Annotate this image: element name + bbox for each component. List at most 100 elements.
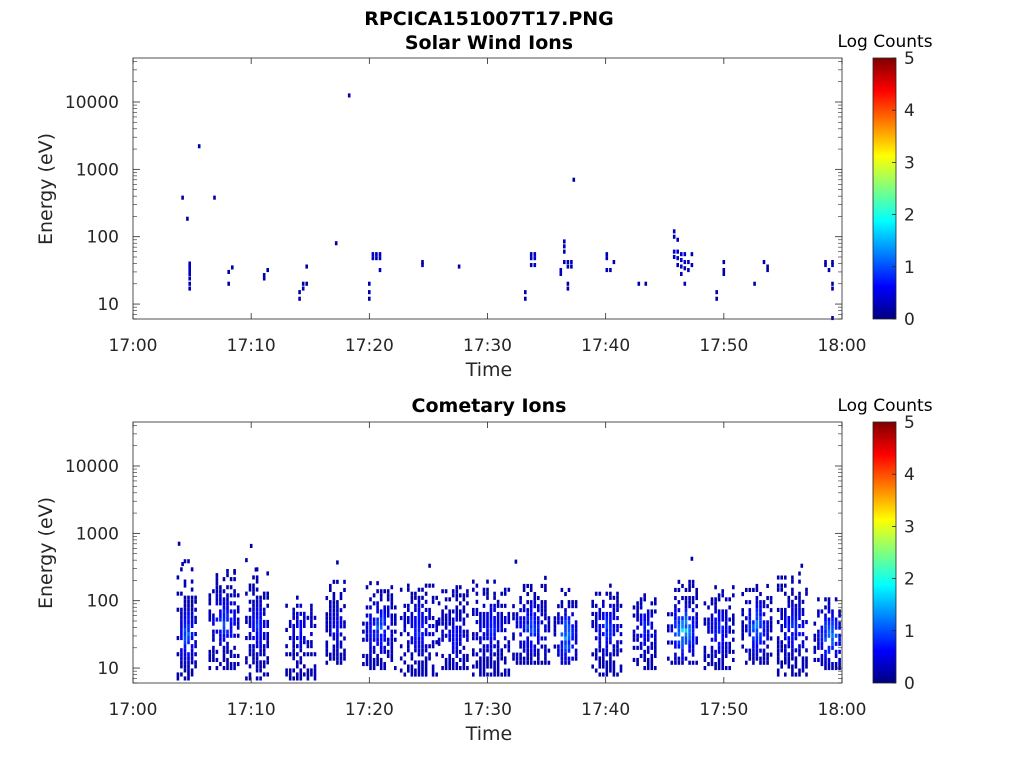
heatmap-cell [325,628,329,633]
heatmap-cell [540,660,544,665]
heatmap-cell [721,637,724,642]
heatmap-cell [827,625,831,630]
heatmap-cell [252,591,255,596]
heatmap-cell [194,632,197,637]
heatmap-cell [717,649,721,654]
heatmap-cell [194,607,197,612]
heatmap-cell [187,595,190,600]
heatmap-cell [245,558,248,563]
heatmap-cell [680,258,683,263]
heatmap-cell [259,660,262,665]
heatmap-cell [602,660,605,665]
heatmap-cell [827,601,831,606]
heatmap-cell [332,624,336,629]
heatmap-cell [336,656,339,661]
heatmap-cell [654,609,657,614]
heatmap-cell [336,608,339,613]
heatmap-cell [695,660,698,665]
heatmap-cell [560,652,564,657]
heatmap-cell [691,644,695,649]
heatmap-cell [636,601,639,606]
heatmap-cell [448,617,451,622]
heatmap-cell [759,632,762,637]
heatmap-cell [296,636,299,641]
heatmap-cell [717,645,721,650]
heatmap-cell [444,662,448,667]
heatmap-cell [728,629,731,634]
heatmap-cell [441,613,444,618]
heatmap-cell [180,623,183,628]
heatmap-cell [612,652,616,657]
heatmap-cell [605,668,609,673]
heatmap-cell [336,640,339,645]
colorbar-tick-label: 1 [904,258,915,278]
heatmap-cell [208,593,212,598]
heatmap-cell [479,611,482,616]
heatmap-cell [493,591,496,596]
heatmap-cell [605,268,609,273]
heatmap-cell [824,597,827,602]
heatmap-cell [226,609,229,614]
heatmap-cell [591,664,594,669]
heatmap-cell [472,664,475,669]
heatmap-cell [544,583,547,588]
heatmap-cell [403,652,407,657]
heatmap-cell [462,593,466,598]
heatmap-cell [667,656,670,661]
heatmap-cell [252,599,255,604]
heatmap-cell [410,599,414,604]
heatmap-cell [791,672,794,677]
heatmap-cell [794,660,798,665]
heatmap-cell [441,589,444,594]
heatmap-cell [475,660,479,665]
heatmap-cell [379,597,383,602]
heatmap-cell [266,595,269,600]
heatmap-cell [390,633,394,638]
heatmap-cell [529,583,533,588]
heatmap-cell [571,628,574,633]
heatmap-cell [383,637,386,642]
heatmap-cell [486,611,489,616]
heatmap-cell [365,657,369,662]
heatmap-cell [672,229,676,234]
heatmap-cell [226,597,229,602]
heatmap-cell [791,664,794,669]
heatmap-cell [376,625,379,630]
heatmap-cell [285,603,288,608]
heatmap-cell [493,624,496,629]
heatmap-cell [559,268,563,273]
heatmap-cell [399,616,403,621]
heatmap-cell [594,616,598,621]
heatmap-cell [248,676,252,681]
heatmap-cell [695,640,698,645]
heatmap-cell [639,641,643,646]
heatmap-cell [605,624,609,629]
heatmap-cell [489,640,493,645]
heatmap-cell [365,653,369,658]
heatmap-cell [609,616,612,621]
heatmap-cell [455,597,459,602]
heatmap-cell [414,660,417,665]
heatmap-cell [681,628,684,633]
heatmap-cell [255,664,259,669]
heatmap-cell [369,653,372,658]
heatmap-cell [533,660,537,665]
heatmap-cell [526,640,529,645]
heatmap-cell [544,636,547,641]
heatmap-cell [674,656,677,661]
heatmap-cell [372,645,376,650]
heatmap-cell [748,600,752,605]
heatmap-cell [710,629,714,634]
heatmap-cell [229,577,233,582]
heatmap-cell [222,601,226,606]
heatmap-cell [390,585,394,590]
heatmap-cell [183,627,187,632]
heatmap-cell [262,652,266,657]
heatmap-cell [794,624,798,629]
heatmap-cell [798,644,801,649]
heatmap-cell [537,640,540,645]
heatmap-cell [417,603,421,608]
heatmap-cell [236,633,240,638]
heatmap-cell [544,652,547,657]
heatmap-cell [787,628,791,633]
